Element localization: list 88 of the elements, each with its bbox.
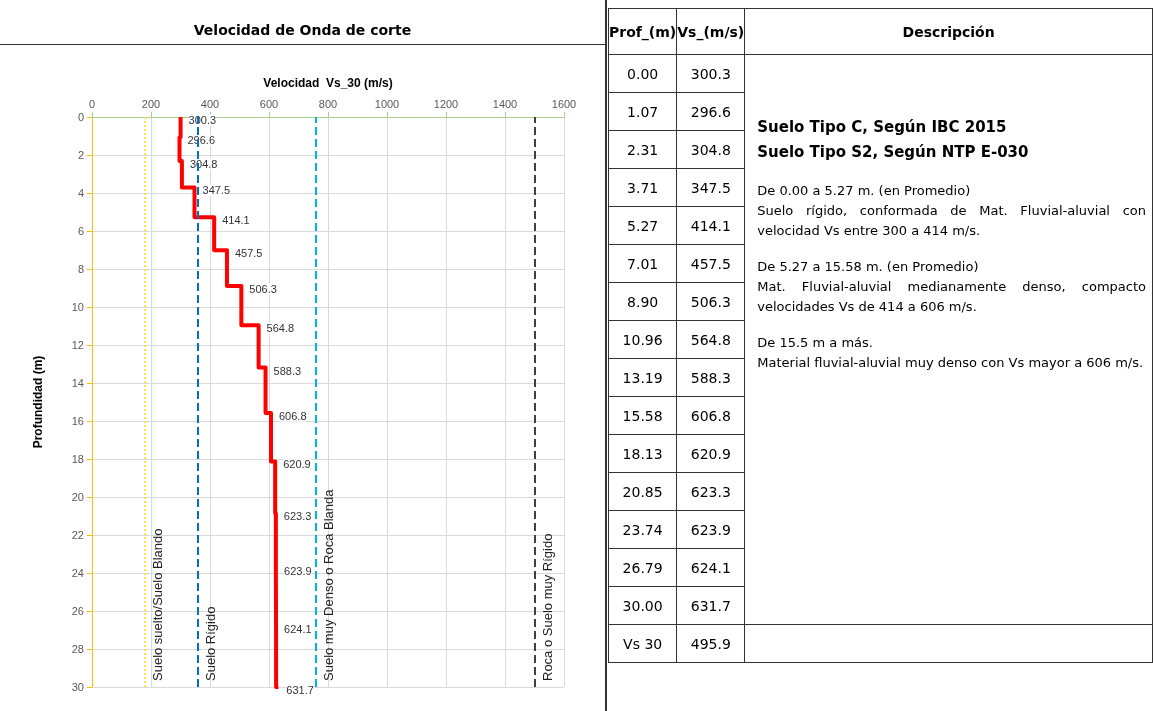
text: 1.07 [627,103,659,120]
data-label: 624.1 [284,623,312,636]
text: 15.58 [622,407,663,424]
ref-line-label: Suelo Rígido [203,606,219,681]
text: 624.1 [690,559,731,576]
data-label: 414.1 [222,214,250,227]
x-tick-label: 1200 [433,97,459,110]
text: 7.01 [627,255,659,272]
y-tick-label: 6 [77,225,84,237]
data-label: 606.8 [279,410,307,423]
data-label: 457.5 [234,247,263,260]
text: De 5.27 a 15.58 m. (en Promedio) [757,258,980,276]
text: 564.8 [690,331,731,348]
ref-line-label: Roca o Suelo muy Rígido [539,533,555,681]
y-tick-label: 16 [71,415,84,427]
text: De 0.00 a 5.27 m. (en Promedio) [757,182,972,200]
text: 347.5 [690,179,731,196]
data-label: 620.9 [283,458,311,471]
y-tick-label: 20 [71,491,84,503]
text: 8.90 [627,293,659,310]
data-label: 347.5 [202,184,231,197]
text: 26.79 [622,559,663,576]
x-tick-label: 600 [259,97,279,110]
text: 623.3 [690,483,731,500]
text: De 15.5 m a más. [757,334,874,352]
y-tick-label: 26 [71,605,84,617]
text: Vs 30 [623,635,663,652]
text: Material fluvial-aluvial muy denso con Vs mayor a 606 m/s. [757,354,1145,372]
text: Suelo Tipo C, Según IBC 2015 [757,117,1008,138]
data-label: 304.8 [189,157,218,170]
data-label: 506.3 [249,283,277,296]
data-label: 564.8 [266,322,295,335]
y-axis-title: Profundidad (m) [31,355,45,449]
text: 23.74 [622,521,663,538]
x-tick-label: 1400 [492,97,518,110]
text: Suelo Tipo S2, Según NTP E-030 [757,142,1030,163]
data-label: 631.7 [286,684,314,696]
text: 631.7 [690,597,731,614]
ref-line-label: Suelo muy Denso o Roca Blanda [321,488,337,681]
text: 623.9 [690,521,731,538]
text: Vs_(m/s) [677,23,745,40]
text: Suelo rígido, conformada de Mat. Fluvial-aluvial con velocidad Vs entre 300 a 414 m/s. [757,202,1146,240]
y-tick-label: 2 [77,149,84,161]
data-label: 623.3 [283,510,312,523]
chart-title: Velocidad de Onda de corte [0,0,605,45]
text: 620.9 [690,445,731,462]
text: 0.00 [627,65,659,82]
y-tick-label: 12 [71,339,84,351]
y-tick-label: 4 [77,187,84,199]
text: 5.27 [627,217,659,234]
y-tick-label: 30 [71,681,84,693]
text: 2.31 [627,141,659,158]
text: 300.3 [690,65,731,82]
data-label: 623.9 [284,565,312,578]
x-tick-label: 1600 [551,97,577,110]
y-tick-label: 8 [77,263,84,275]
text: 457.5 [690,255,731,272]
x-tick-label: 0 [88,97,96,110]
y-tick-label: 28 [71,643,84,655]
y-tick-label: 0 [77,111,84,123]
x-tick-label: 1000 [374,97,400,110]
text: 30.00 [622,597,663,614]
text: 13.19 [622,369,663,386]
text: 606.8 [690,407,731,424]
x-tick-label: 400 [200,97,220,110]
text: 588.3 [690,369,731,386]
ref-line-label: Suelo suelto/Suelo Blando [150,528,166,681]
text: 20.85 [622,483,663,500]
text: 495.9 [690,635,731,652]
text: 18.13 [622,445,663,462]
text: 3.71 [627,179,659,196]
text: 304.8 [690,141,731,158]
data-label: 588.3 [273,364,302,377]
text: 10.96 [622,331,663,348]
y-tick-label: 10 [71,301,84,313]
text: 296.6 [690,103,731,120]
x-tick-label: 800 [318,97,338,110]
y-tick-label: 18 [71,453,84,465]
y-tick-label: 22 [71,529,84,541]
y-tick-label: 14 [71,377,84,389]
text: Prof_(m) [609,23,677,40]
x-tick-label: 200 [141,97,161,110]
text: 506.3 [690,293,731,310]
x-axis-title: Velocidad Vs_30 (m/s) [263,76,393,90]
text: Mat. Fluvial-aluvial medianamente denso, compacto velocidades Vs de 414 a 606 m/s. [757,278,1146,316]
text: 414.1 [690,217,731,234]
y-tick-label: 24 [71,567,84,579]
text: Descripción [902,23,995,40]
